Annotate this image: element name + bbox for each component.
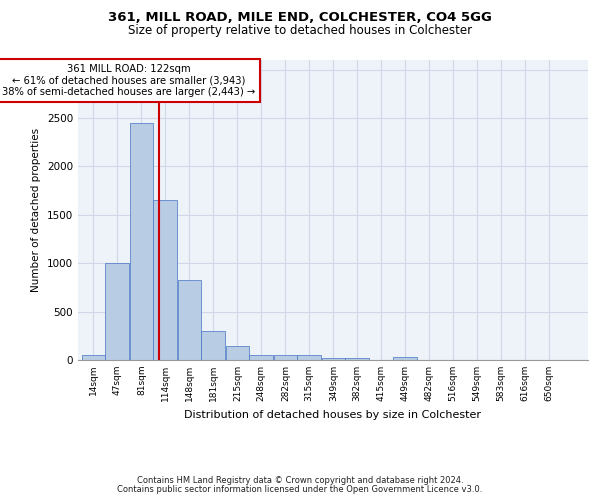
Bar <box>106 263 128 360</box>
Text: Size of property relative to detached houses in Colchester: Size of property relative to detached ho… <box>128 24 472 37</box>
Bar <box>346 358 368 360</box>
Bar <box>226 346 249 360</box>
Bar <box>154 200 176 360</box>
Bar <box>274 354 297 360</box>
Bar <box>202 331 224 360</box>
Bar <box>250 354 272 360</box>
Text: Contains public sector information licensed under the Open Government Licence v3: Contains public sector information licen… <box>118 485 482 494</box>
Bar <box>322 358 345 360</box>
Text: 361, MILL ROAD, MILE END, COLCHESTER, CO4 5GG: 361, MILL ROAD, MILE END, COLCHESTER, CO… <box>108 11 492 24</box>
Bar <box>394 356 416 360</box>
X-axis label: Distribution of detached houses by size in Colchester: Distribution of detached houses by size … <box>185 410 482 420</box>
Bar <box>298 354 320 360</box>
Y-axis label: Number of detached properties: Number of detached properties <box>31 128 41 292</box>
Bar <box>178 280 201 360</box>
Text: 361 MILL ROAD: 122sqm
← 61% of detached houses are smaller (3,943)
38% of semi-d: 361 MILL ROAD: 122sqm ← 61% of detached … <box>2 64 256 97</box>
Bar <box>130 123 153 360</box>
Text: Contains HM Land Registry data © Crown copyright and database right 2024.: Contains HM Land Registry data © Crown c… <box>137 476 463 485</box>
Bar <box>82 354 105 360</box>
